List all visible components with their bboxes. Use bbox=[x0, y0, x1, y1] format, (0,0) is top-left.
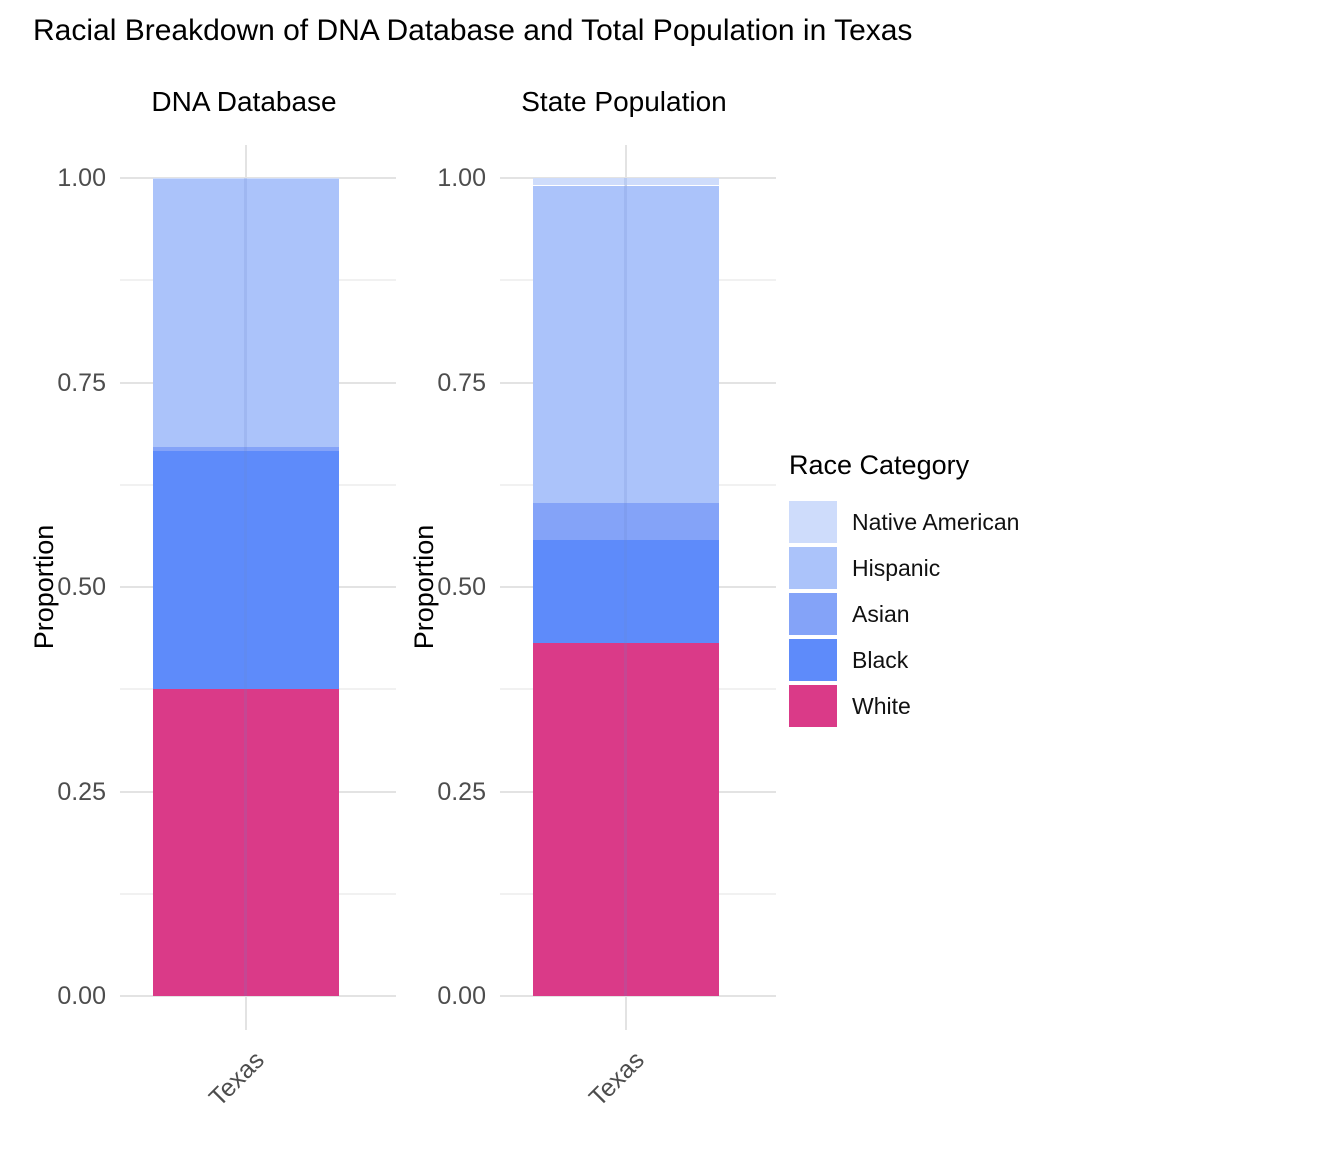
gridline-major bbox=[500, 995, 776, 997]
y-tick-label: 0.00 bbox=[57, 982, 106, 1010]
facet-title-dna-database: DNA Database bbox=[151, 86, 337, 117]
facet-title-state-population: State Population bbox=[521, 86, 727, 117]
y-tick-label: 0.50 bbox=[57, 573, 106, 601]
x-tick-label-texas: Texas bbox=[583, 1046, 650, 1112]
y-tick-label: 0.75 bbox=[437, 368, 486, 397]
legend: Race Category Native American Hispanic Asi… bbox=[789, 450, 1019, 729]
gridline-showthrough bbox=[624, 178, 627, 996]
y-tick-label: 0.50 bbox=[437, 573, 486, 601]
bar-segment-white bbox=[533, 643, 719, 996]
legend-title: Race Category bbox=[789, 450, 970, 480]
x-tick-label-texas: Texas bbox=[203, 1046, 270, 1112]
y-tick-label: 0.25 bbox=[437, 777, 486, 806]
y-tick-label: 1.00 bbox=[57, 164, 106, 192]
plot-panel-state-population bbox=[500, 145, 776, 1030]
bar-segment-native-american bbox=[533, 178, 719, 185]
legend-item-label: Hispanic bbox=[852, 555, 941, 581]
bar-segment-hispanic bbox=[153, 179, 339, 447]
legend-item-label: Asian bbox=[852, 601, 910, 627]
legend-item-white: White bbox=[789, 683, 969, 729]
legend-swatch-hispanic-icon bbox=[789, 547, 837, 589]
stacked-bar-state-population bbox=[533, 178, 719, 996]
gridline-showthrough bbox=[244, 178, 247, 996]
chart-title: Racial Breakdown of DNA Database and Tot… bbox=[33, 14, 913, 47]
legend-swatch-asian-icon bbox=[789, 593, 837, 635]
bar-segment-black bbox=[153, 451, 339, 689]
legend-item-hispanic: Hispanic bbox=[789, 545, 969, 591]
y-tick-label: 0.25 bbox=[57, 777, 106, 806]
gridline-major bbox=[120, 995, 396, 997]
legend-swatch-white-icon bbox=[789, 685, 837, 727]
y-tick-label: 0.75 bbox=[57, 368, 106, 397]
legend-item-black: Black bbox=[789, 637, 969, 683]
bar-segment-asian bbox=[153, 447, 339, 451]
bar-segment-white bbox=[153, 689, 339, 996]
stacked-bar-dna-database bbox=[153, 178, 339, 996]
legend-item-native-american: Native American bbox=[789, 499, 1019, 545]
legend-swatch-native-american-icon bbox=[789, 501, 837, 543]
legend-item-label: Black bbox=[852, 647, 909, 673]
y-tick-label: 1.00 bbox=[437, 164, 486, 192]
bar-segment-hispanic bbox=[533, 186, 719, 503]
legend-item-label: Native American bbox=[852, 509, 1020, 535]
bar-segment-asian bbox=[533, 503, 719, 540]
y-tick-label: 0.00 bbox=[437, 982, 486, 1010]
legend-item-asian: Asian bbox=[789, 591, 969, 637]
bar-segment-black bbox=[533, 540, 719, 643]
bar-segment-native-american bbox=[153, 178, 339, 179]
legend-swatch-black-icon bbox=[789, 639, 837, 681]
legend-item-label: White bbox=[852, 693, 911, 719]
plot-panel-dna-database bbox=[120, 145, 396, 1030]
